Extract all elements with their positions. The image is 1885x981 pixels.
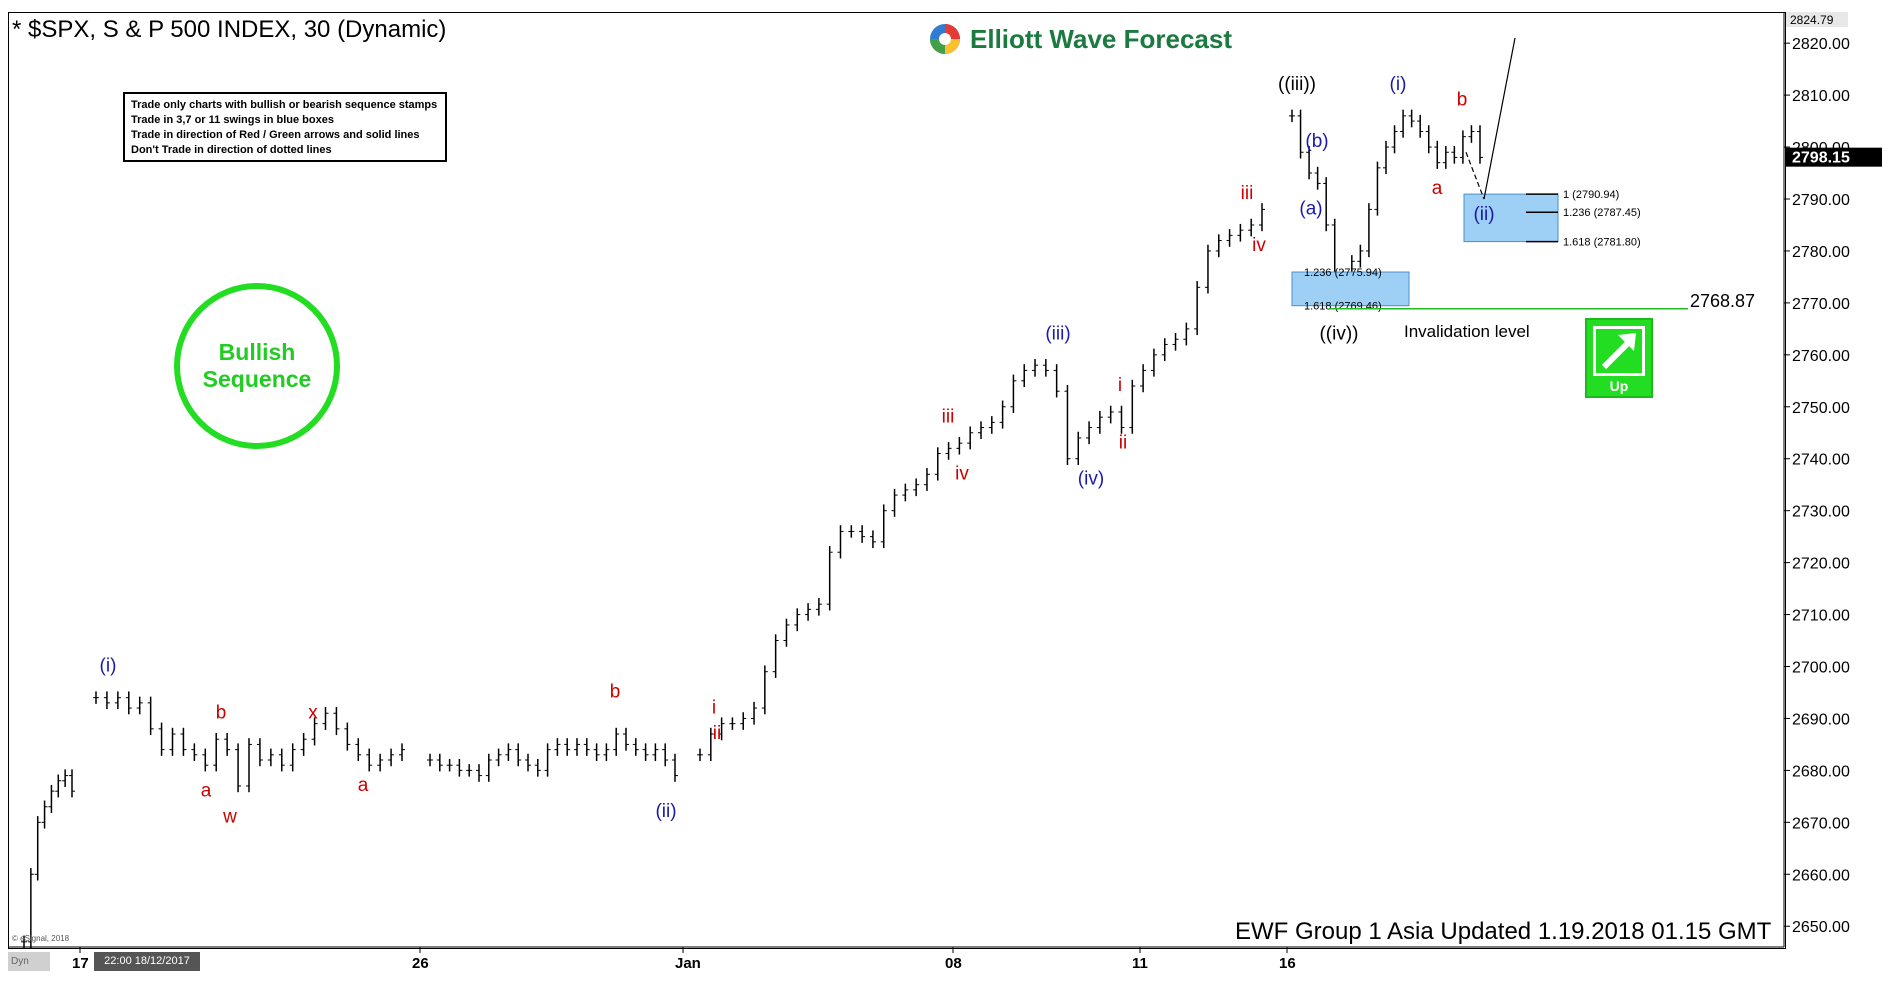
chart-title: * $SPX, S & P 500 INDEX, 30 (Dynamic) [12, 16, 447, 43]
fib-level-label: 1.236 (2775.94) [1304, 267, 1382, 279]
wave-label: i [712, 697, 716, 718]
up-label: Up [1609, 378, 1629, 394]
rule-line: Trade only charts with bullish or bearis… [131, 99, 438, 111]
rule-line: Trade in direction of Red / Green arrows… [131, 129, 420, 141]
dyn-tag[interactable]: Dyn [8, 952, 50, 971]
date-tick-label: 08 [945, 955, 962, 972]
price-axis: 2650.00 2660.00 2670.00 2680.00 2690.00 2700.… [1783, 12, 1882, 947]
wave-label: iv [1252, 235, 1266, 256]
wave-label: ((iv)) [1319, 323, 1358, 344]
wave-label: ((iii)) [1278, 74, 1316, 95]
fib-boxes: 1.236 (2775.94) 1.618 (2769.46) 1 (2790.94… [1291, 189, 1641, 313]
chart-frame [8, 12, 1786, 949]
rule-line: Don't Trade in direction of dotted lines [131, 144, 332, 156]
wave-label: (ii) [1473, 204, 1494, 225]
date-tick-label: Jan [675, 955, 701, 972]
invalidation-line: 2768.87 Invalidation level [1330, 291, 1755, 341]
up-arrow-stamp: Up [1585, 318, 1653, 398]
wave-label: (b) [1305, 131, 1328, 152]
date-cursor-tag: 22:00 18/12/2017 [94, 952, 200, 971]
invalidation-value: 2768.87 [1690, 291, 1755, 311]
wave-label: b [610, 682, 621, 703]
price-tick-label: 2680.00 [1792, 763, 1850, 780]
price-tick-label: 2660.00 [1792, 867, 1850, 884]
price-tick-label: 2770.00 [1792, 296, 1850, 313]
fib-box-ii [1463, 193, 1559, 243]
wave-label: x [308, 702, 318, 723]
wave-label: (iv) [1078, 469, 1104, 490]
price-tick-label: 2690.00 [1792, 711, 1850, 728]
date-tick-label: 11 [1132, 955, 1148, 972]
wave-label: a [1432, 178, 1443, 199]
price-tick-label: 2730.00 [1792, 504, 1850, 521]
bullish-sequence-stamp: Bullish Sequence [174, 283, 340, 449]
brand-name: Elliott Wave Forecast [970, 23, 1232, 54]
projection-solid-line [1483, 37, 1516, 200]
stamp-line1: Bullish [218, 339, 296, 365]
wave-label: b [1457, 90, 1468, 111]
wave-label: a [358, 775, 369, 796]
wave-label: iii [942, 406, 955, 427]
price-tick-label: 2740.00 [1792, 452, 1850, 469]
wave-label: w [222, 806, 237, 827]
last-price-label: 2824.79 [1790, 13, 1834, 27]
price-tick-label: 2650.00 [1792, 919, 1850, 936]
date-tick-label: 16 [1279, 955, 1296, 972]
price-tick-label: 2700.00 [1792, 660, 1850, 677]
current-price-label: 2798.15 [1792, 150, 1850, 167]
update-footer: EWF Group 1 Asia Updated 1.19.2018 01.15… [1235, 918, 1772, 945]
wave-label: (a) [1299, 199, 1322, 220]
current-price-badge [1786, 147, 1882, 167]
wave-label: ii [713, 723, 721, 744]
wave-labels: (i)bawxab(ii)iiiiiiiv(iii)(iv)iiiiiiiv((… [100, 74, 1495, 827]
price-tick-label: 2760.00 [1792, 348, 1850, 365]
date-tick-label: 26 [412, 955, 429, 972]
wave-label: (ii) [655, 801, 676, 822]
price-tick-label: 2790.00 [1792, 192, 1850, 209]
fib-level-label: 1 (2790.94) [1563, 189, 1619, 201]
date-axis: 17 26 Jan 08 11 16 [8, 946, 1784, 972]
wave-label: a [201, 780, 212, 801]
wave-label: b [216, 702, 227, 723]
wave-label: i [1118, 375, 1122, 396]
price-tick-label: 2670.00 [1792, 815, 1850, 832]
ewf-globe-icon [930, 24, 960, 54]
wave-label: (i) [1390, 74, 1407, 95]
invalidation-label: Invalidation level [1404, 322, 1530, 341]
date-tick-label: 17 [72, 955, 89, 972]
price-tick-label: 2810.00 [1792, 88, 1850, 105]
price-tick-label: 2750.00 [1792, 400, 1850, 417]
wave-label: (i) [100, 656, 117, 677]
projection-lines [1465, 37, 1516, 200]
fib-box-iv [1291, 271, 1410, 307]
up-arrow-icon [1601, 333, 1636, 370]
up-arrow-frame [1593, 326, 1645, 376]
wave-label: iv [955, 464, 969, 485]
projection-dotted-line [1465, 152, 1485, 200]
fib-level-label: 1.236 (2787.45) [1563, 207, 1641, 219]
last-price-badge [1786, 12, 1848, 27]
wave-label: iii [1241, 183, 1254, 204]
rule-line: Trade in 3,7 or 11 swings in blue boxes [131, 114, 334, 126]
wave-label: ii [1119, 432, 1127, 453]
fib-level-label: 1.618 (2769.46) [1304, 301, 1382, 313]
price-tick-label: 2780.00 [1792, 244, 1850, 261]
ohlc-bars [21, 109, 1483, 949]
price-tick-label: 2710.00 [1792, 608, 1850, 625]
fib-level-label: 1.618 (2781.80) [1563, 237, 1641, 249]
price-tick-label: 2720.00 [1792, 556, 1850, 573]
wave-label: (iii) [1045, 323, 1070, 344]
stamp-line2: Sequence [202, 366, 312, 392]
esignal-copyright: © eSignal, 2018 [12, 934, 70, 943]
price-tick-label: 2820.00 [1792, 36, 1850, 53]
trading-rules-box: Trade only charts with bullish or bearis… [123, 92, 447, 162]
brand-logo: Elliott Wave Forecast [928, 22, 1232, 56]
